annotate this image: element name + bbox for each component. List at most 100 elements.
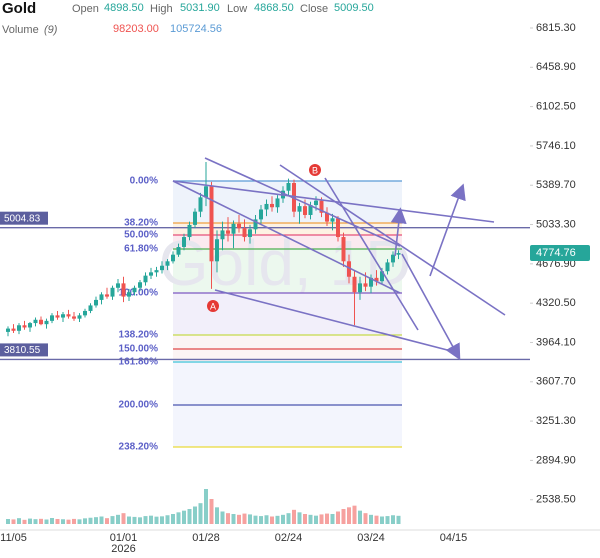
candle-body [182, 237, 186, 247]
candle-body [11, 328, 16, 331]
volume-bar [396, 515, 401, 524]
volume-bar [160, 516, 164, 524]
candle-body [132, 287, 137, 293]
volume-bar [187, 509, 192, 524]
volume-bar [253, 515, 258, 524]
candle-body [215, 239, 219, 262]
x-tick-sublabel: 2026 [111, 543, 135, 555]
volume-bar [94, 517, 98, 524]
volume-bar [83, 518, 87, 524]
label: Volume [2, 24, 39, 36]
candle-body [220, 230, 225, 240]
fib-label: 238.20% [119, 442, 159, 453]
x-tick-label: 04/15 [440, 532, 468, 544]
volume-bar [121, 513, 126, 524]
candle-body [88, 305, 93, 311]
candle-body [44, 320, 49, 325]
candle-body [385, 262, 390, 272]
candle-body [314, 200, 318, 206]
candle-body [352, 276, 357, 293]
y-tick-label: 5033.30 [536, 218, 576, 230]
y-tick-label: 6458.90 [536, 61, 576, 73]
fib-label: 161.80% [119, 357, 159, 368]
candle-body [363, 283, 368, 287]
volume-bar [99, 516, 104, 524]
volume-bar [380, 516, 384, 524]
y-tick-label: 3251.30 [536, 415, 576, 427]
candle-body [160, 265, 164, 271]
volume-bar [198, 503, 203, 524]
marker-b [309, 164, 321, 176]
volume-bar [369, 514, 373, 524]
volume-bar [22, 519, 27, 524]
volume-bar [132, 516, 137, 524]
volume-bar [61, 519, 65, 524]
candle-body [396, 253, 401, 255]
y-tick-label: 4320.50 [536, 297, 576, 309]
candle-body [319, 200, 324, 213]
volume-bar [165, 515, 170, 524]
candle-body [209, 186, 214, 262]
candle-body [253, 219, 258, 230]
y-tick-label: 2894.90 [536, 454, 576, 466]
candle-body [55, 315, 60, 318]
label: Close [300, 3, 328, 15]
volume-bar [209, 499, 214, 524]
volume-bar [171, 514, 175, 524]
fib-label: 150.00% [119, 344, 159, 355]
label: Low [227, 3, 247, 15]
candle-body [330, 218, 335, 222]
value: 98203.00 [113, 23, 159, 35]
candle-body [176, 246, 181, 255]
volume-bar [28, 518, 32, 524]
volume-bar [11, 519, 16, 524]
fib-label: 138.20% [119, 330, 159, 341]
volume-bar [116, 514, 120, 524]
volume-bar [303, 514, 307, 524]
value: 4898.50 [104, 2, 144, 14]
candle-body [270, 203, 274, 208]
candle-body [242, 228, 247, 238]
volume-bar [6, 519, 10, 524]
price-line-label: 5004.83 [4, 213, 41, 224]
volume-bar [215, 507, 219, 524]
volume-bar [55, 519, 60, 524]
candle-body [198, 197, 203, 212]
volume-bar [336, 511, 340, 524]
candle-body [154, 270, 159, 273]
x-tick-label: 01/28 [192, 532, 220, 544]
price-line-tag [0, 211, 48, 225]
candle-body [231, 223, 236, 234]
volume-bar [204, 489, 208, 524]
candle-body [66, 314, 71, 317]
volume-bar [143, 516, 148, 524]
candle-body [28, 323, 32, 328]
candle-body [77, 315, 82, 319]
volume-bar [264, 515, 269, 524]
volume-bar [17, 518, 21, 524]
label: High [150, 3, 173, 15]
volume-bar [319, 514, 324, 524]
volume-bar [220, 511, 225, 524]
volume-bar [237, 514, 241, 524]
candle-body [105, 294, 109, 297]
volume-bar [176, 512, 181, 524]
watermark: Gold, 1D [159, 227, 412, 299]
candle-body [149, 272, 153, 276]
label: (9) [44, 24, 58, 36]
y-tick-label: 5389.70 [536, 179, 576, 191]
candle-body [380, 271, 384, 282]
marker-label: B [312, 165, 318, 175]
candle-body [165, 261, 170, 266]
plot [0, 162, 530, 524]
candle-body [50, 315, 54, 321]
volume-bar [39, 518, 43, 524]
volume-bar [259, 516, 263, 524]
fib-label: 200.00% [119, 400, 159, 411]
volume-bar [330, 514, 335, 524]
volume-bar [270, 516, 274, 524]
candle-body [99, 294, 104, 300]
candle-body [110, 287, 115, 297]
volume-bar [275, 515, 280, 524]
candle-body [286, 182, 291, 191]
